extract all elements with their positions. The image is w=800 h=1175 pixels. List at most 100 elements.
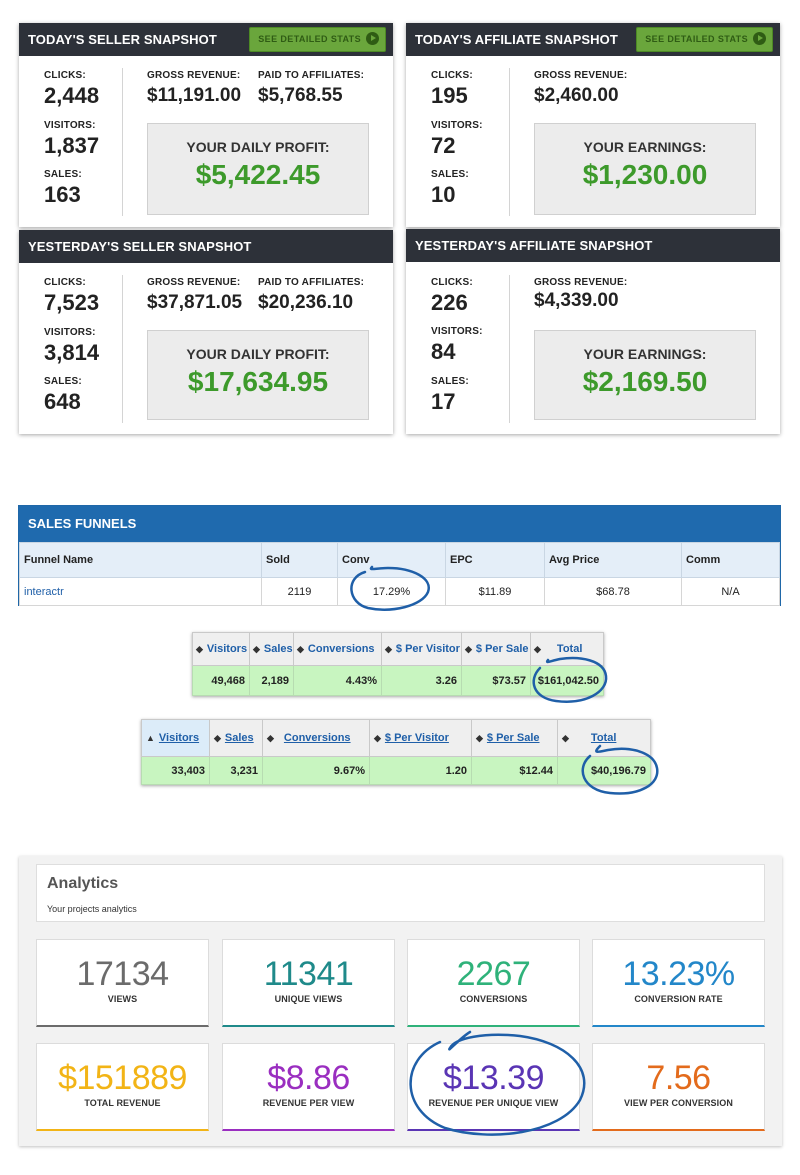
col-per-visitor[interactable]: ◆ $ Per Visitor [381, 632, 462, 666]
earnings-value: $2,169.50 [582, 366, 708, 397]
clicks-label: CLICKS: [44, 277, 86, 288]
col-funnel-name: Funnel Name [19, 542, 262, 578]
clicks-label: CLICKS: [431, 277, 473, 288]
funnel-name-link[interactable]: interactr [19, 577, 262, 606]
sort-icon: ◆ [534, 644, 541, 654]
visitors-label: VISITORS: [431, 120, 483, 131]
col-visitors[interactable]: ▲ Visitors [141, 719, 210, 757]
analytics-header: Analytics Your projects analytics [36, 864, 765, 922]
conversion-rate-tile: 13.23% CONVERSION RATE [592, 939, 765, 1027]
yesterday-seller-snapshot: YESTERDAY'S SELLER SNAPSHOT CLICKS: 7,52… [19, 230, 393, 434]
play-icon [366, 32, 379, 46]
divider [509, 275, 510, 423]
sort-icon: ◆ [465, 644, 472, 654]
clicks-value: 2,448 [44, 83, 100, 108]
daily-profit-box: YOUR DAILY PROFIT: $5,422.45 [147, 123, 369, 215]
visitors-value: 72 [431, 133, 456, 158]
per-visitor-cell: 3.26 [381, 665, 462, 696]
tile-value: $13.39 [443, 1059, 545, 1097]
total-cell: $40,196.79 [557, 756, 651, 785]
sales-value: 10 [431, 182, 456, 207]
sort-icon: ◆ [267, 733, 274, 743]
gross-revenue-label: GROSS REVENUE: [147, 70, 241, 81]
gross-revenue-value: $37,871.05 [147, 292, 243, 313]
sales-cell: 3,231 [209, 756, 263, 785]
col-comm: Comm [681, 542, 780, 578]
visitors-cell: 49,468 [192, 665, 250, 696]
clicks-value: 195 [431, 83, 468, 108]
tile-label: VIEW PER CONVERSION [624, 1098, 733, 1108]
col-visitors[interactable]: ◆ Visitors [192, 632, 250, 666]
col-sales-label: Sales [224, 732, 254, 744]
see-detailed-stats-button[interactable]: SEE DETAILED STATS [636, 27, 773, 52]
clicks-label: CLICKS: [431, 70, 473, 81]
daily-profit-value: $5,422.45 [195, 159, 321, 190]
today-seller-title: TODAY'S SELLER SNAPSHOT SEE DETAILED STA… [19, 23, 393, 56]
stats-table-2: ▲ Visitors ◆ Sales ◆ Conversions ◆ $ Per Vis… [141, 719, 651, 785]
revenue-per-unique-view-tile: $13.39 REVENUE PER UNIQUE VIEW [407, 1043, 580, 1131]
sales-value: 17 [431, 389, 456, 414]
sort-icon: ◆ [374, 733, 381, 743]
col-total[interactable]: ◆ Total [530, 632, 604, 666]
tile-value: 2267 [456, 955, 531, 993]
earnings-box: YOUR EARNINGS: $1,230.00 [534, 123, 756, 215]
sales-label: SALES: [44, 376, 82, 387]
tile-value: $151889 [58, 1059, 187, 1097]
tile-value: $8.86 [267, 1059, 350, 1097]
see-detailed-stats-button[interactable]: SEE DETAILED STATS [249, 27, 386, 52]
gross-revenue-value: $4,339.00 [534, 290, 619, 311]
today-seller-title-text: TODAY'S SELLER SNAPSHOT [28, 32, 217, 47]
table-row: 49,468 2,189 4.43% 3.26 $73.57 $161,042.… [192, 665, 604, 696]
clicks-value: 226 [431, 290, 468, 315]
table-header-row: ▲ Visitors ◆ Sales ◆ Conversions ◆ $ Per Vis… [141, 719, 651, 757]
paid-to-affiliates-label: PAID TO AFFILIATES: [258, 277, 365, 288]
yesterday-affiliate-title-text: YESTERDAY'S AFFILIATE SNAPSHOT [415, 238, 653, 253]
unique-views-tile: 11341 UNIQUE VIEWS [222, 939, 395, 1027]
tile-value: 17134 [76, 955, 169, 993]
clicks-value: 7,523 [44, 290, 100, 315]
col-total[interactable]: ◆ Total [557, 719, 651, 757]
col-per-visitor-label: $ Per Visitor [395, 643, 460, 655]
avg-price-cell: $68.78 [544, 577, 682, 606]
views-tile: 17134 VIEWS [36, 939, 209, 1027]
tile-value: 7.56 [646, 1059, 711, 1097]
col-per-sale-label: $ Per Sale [486, 732, 540, 744]
col-per-visitor-label: $ Per Visitor [384, 732, 449, 744]
col-conversions[interactable]: ◆ Conversions [262, 719, 370, 757]
tile-label: CONVERSION RATE [634, 994, 723, 1004]
visitors-value: 3,814 [44, 340, 100, 365]
sales-funnels-table: Funnel Name Sold Conv EPC Avg Price Comm… [19, 542, 780, 606]
col-per-visitor[interactable]: ◆ $ Per Visitor [369, 719, 472, 757]
conversions-cell: 4.43% [293, 665, 382, 696]
earnings-label: YOUR EARNINGS: [583, 139, 707, 155]
tile-label: UNIQUE VIEWS [274, 994, 343, 1004]
sort-icon: ◆ [476, 733, 483, 743]
col-per-sale[interactable]: ◆ $ Per Sale [461, 632, 531, 666]
sales-funnels-title: SALES FUNNELS [19, 506, 780, 542]
earnings-box: YOUR EARNINGS: $2,169.50 [534, 330, 756, 420]
total-cell: $161,042.50 [530, 665, 604, 696]
view-per-conversion-tile: 7.56 VIEW PER CONVERSION [592, 1043, 765, 1131]
col-per-sale-label: $ Per Sale [475, 643, 529, 655]
yesterday-affiliate-title: YESTERDAY'S AFFILIATE SNAPSHOT [406, 229, 780, 262]
analytics-subtitle: Your projects analytics [47, 904, 137, 914]
col-conversions[interactable]: ◆ Conversions [293, 632, 382, 666]
col-per-sale[interactable]: ◆ $ Per Sale [471, 719, 558, 757]
table-row: 33,403 3,231 9.67% 1.20 $12.44 $40,196.7… [141, 756, 651, 785]
sales-cell: 2,189 [249, 665, 294, 696]
today-affiliate-title: TODAY'S AFFILIATE SNAPSHOT SEE DETAILED … [406, 23, 780, 56]
per-sale-cell: $73.57 [461, 665, 531, 696]
col-conv: Conv [337, 542, 446, 578]
daily-profit-box: YOUR DAILY PROFIT: $17,634.95 [147, 330, 369, 420]
yesterday-seller-title-text: YESTERDAY'S SELLER SNAPSHOT [28, 239, 252, 254]
see-detailed-stats-label: SEE DETAILED STATS [258, 34, 361, 44]
divider [122, 275, 123, 423]
total-revenue-tile: $151889 TOTAL REVENUE [36, 1043, 209, 1131]
col-total-label: Total [556, 643, 583, 655]
col-sales[interactable]: ◆ Sales [209, 719, 263, 757]
epc-cell: $11.89 [445, 577, 545, 606]
col-sales[interactable]: ◆ Sales [249, 632, 294, 666]
tile-label: TOTAL REVENUE [84, 1098, 161, 1108]
sales-value: 648 [44, 389, 81, 414]
sales-value: 163 [44, 182, 81, 207]
